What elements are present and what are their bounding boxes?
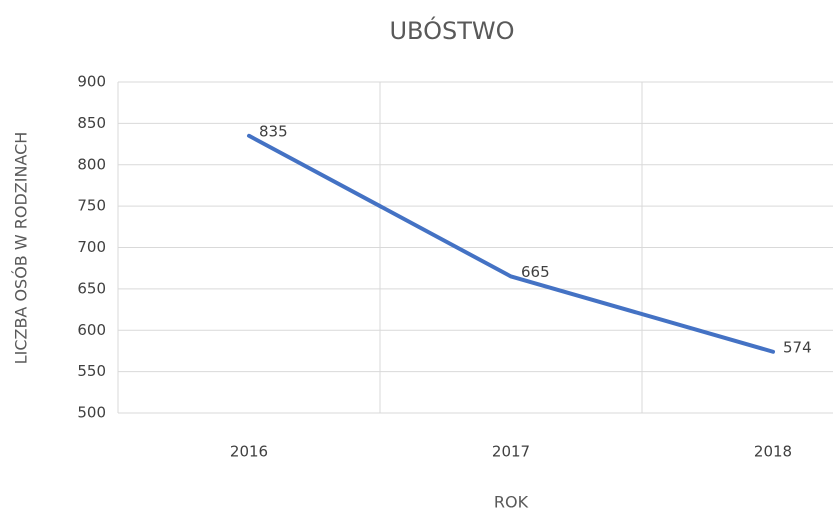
y-tick-label: 500 xyxy=(77,404,106,422)
y-tick-label: 750 xyxy=(77,197,106,215)
chart-title: UBÓSTWO xyxy=(389,15,514,45)
y-axis-title: LICZBA OSÓB W RODZINACH xyxy=(12,132,31,365)
x-axis-title: ROK xyxy=(494,493,529,512)
y-tick-label: 850 xyxy=(77,114,106,132)
data-label: 574 xyxy=(783,338,812,356)
line xyxy=(247,133,775,354)
y-tick-label: 600 xyxy=(77,321,106,339)
y-tick-label: 700 xyxy=(77,238,106,256)
y-tick-label: 550 xyxy=(77,362,106,380)
y-tick-label: 650 xyxy=(77,279,106,297)
x-tick-label: 2016 xyxy=(230,443,268,461)
data-label: 835 xyxy=(259,122,288,140)
x-tick-label: 2018 xyxy=(754,443,792,461)
x-tick-label: 2017 xyxy=(492,443,530,461)
y-tick-label: 800 xyxy=(77,155,106,173)
data-label: 665 xyxy=(521,263,550,281)
y-tick-label: 900 xyxy=(77,73,106,91)
